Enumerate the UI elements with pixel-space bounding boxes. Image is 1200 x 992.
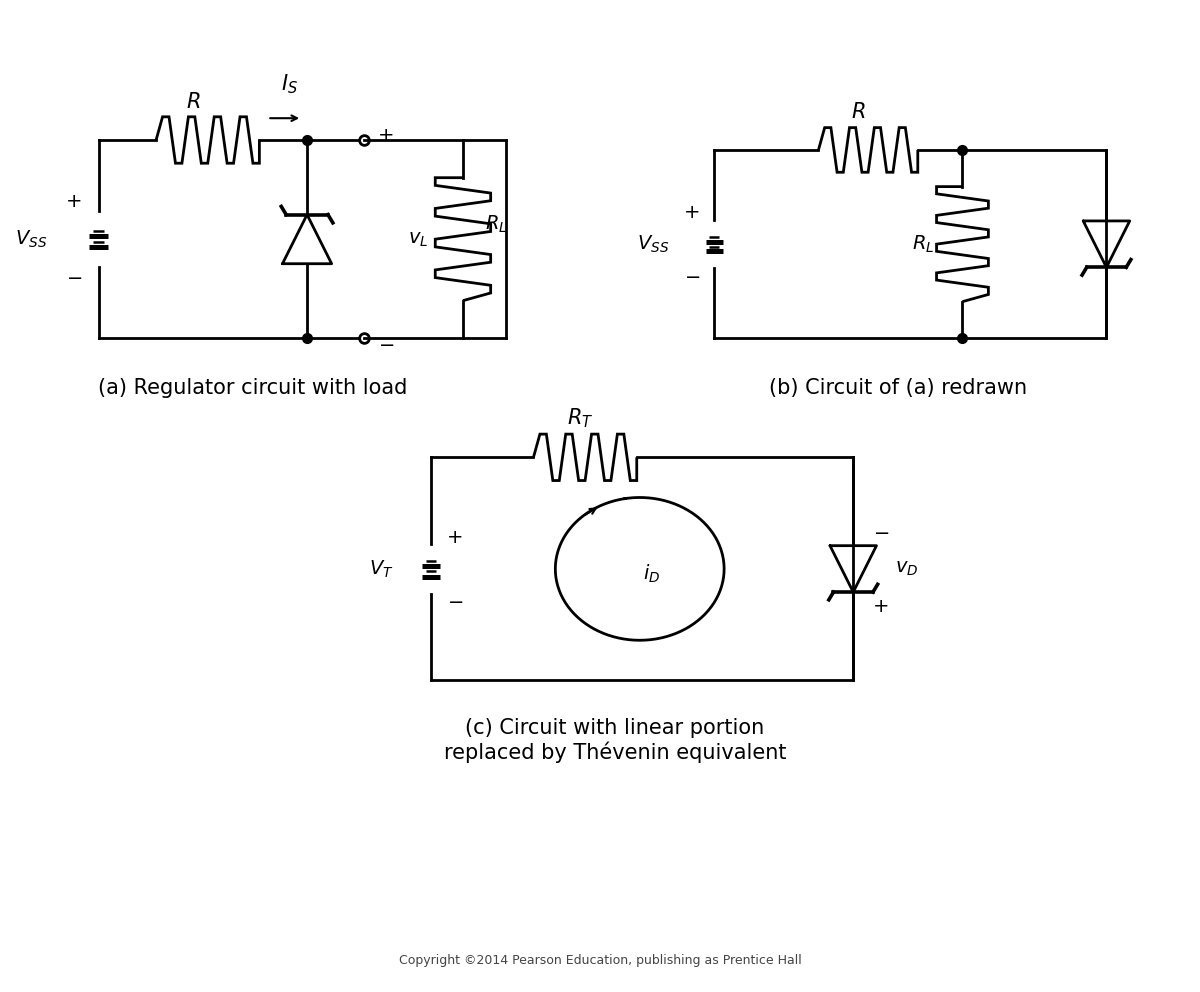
Text: $R$: $R$ [186, 92, 200, 112]
Text: $R_T$: $R_T$ [566, 406, 593, 430]
Text: $R_L$: $R_L$ [485, 213, 508, 235]
Text: $V_T$: $V_T$ [368, 558, 394, 579]
Text: $R_L$: $R_L$ [912, 233, 935, 255]
Text: $V_{SS}$: $V_{SS}$ [14, 228, 47, 250]
Text: (b) Circuit of (a) redrawn: (b) Circuit of (a) redrawn [769, 378, 1027, 398]
Text: $i_D$: $i_D$ [643, 562, 660, 585]
Text: +: + [684, 203, 701, 222]
Text: $-$: $-$ [378, 333, 394, 353]
Text: Copyright ©2014 Pearson Education, publishing as Prentice Hall: Copyright ©2014 Pearson Education, publi… [398, 953, 802, 966]
Text: (c) Circuit with linear portion
replaced by Thévenin equivalent: (c) Circuit with linear portion replaced… [444, 718, 786, 763]
Text: $R$: $R$ [851, 102, 865, 122]
Text: $-$: $-$ [684, 267, 701, 286]
Text: $-$: $-$ [874, 522, 889, 541]
Text: $V_{SS}$: $V_{SS}$ [637, 233, 670, 255]
Text: +: + [66, 192, 82, 211]
Text: +: + [446, 528, 463, 547]
Text: $-$: $-$ [66, 268, 82, 287]
Text: $v_D$: $v_D$ [895, 559, 918, 578]
Text: (a) Regulator circuit with load: (a) Regulator circuit with load [97, 378, 407, 398]
Text: $v_L$: $v_L$ [408, 230, 428, 249]
Text: $I_S$: $I_S$ [281, 72, 298, 96]
Text: +: + [378, 126, 394, 145]
Text: $-$: $-$ [446, 591, 463, 610]
Text: +: + [874, 597, 889, 616]
